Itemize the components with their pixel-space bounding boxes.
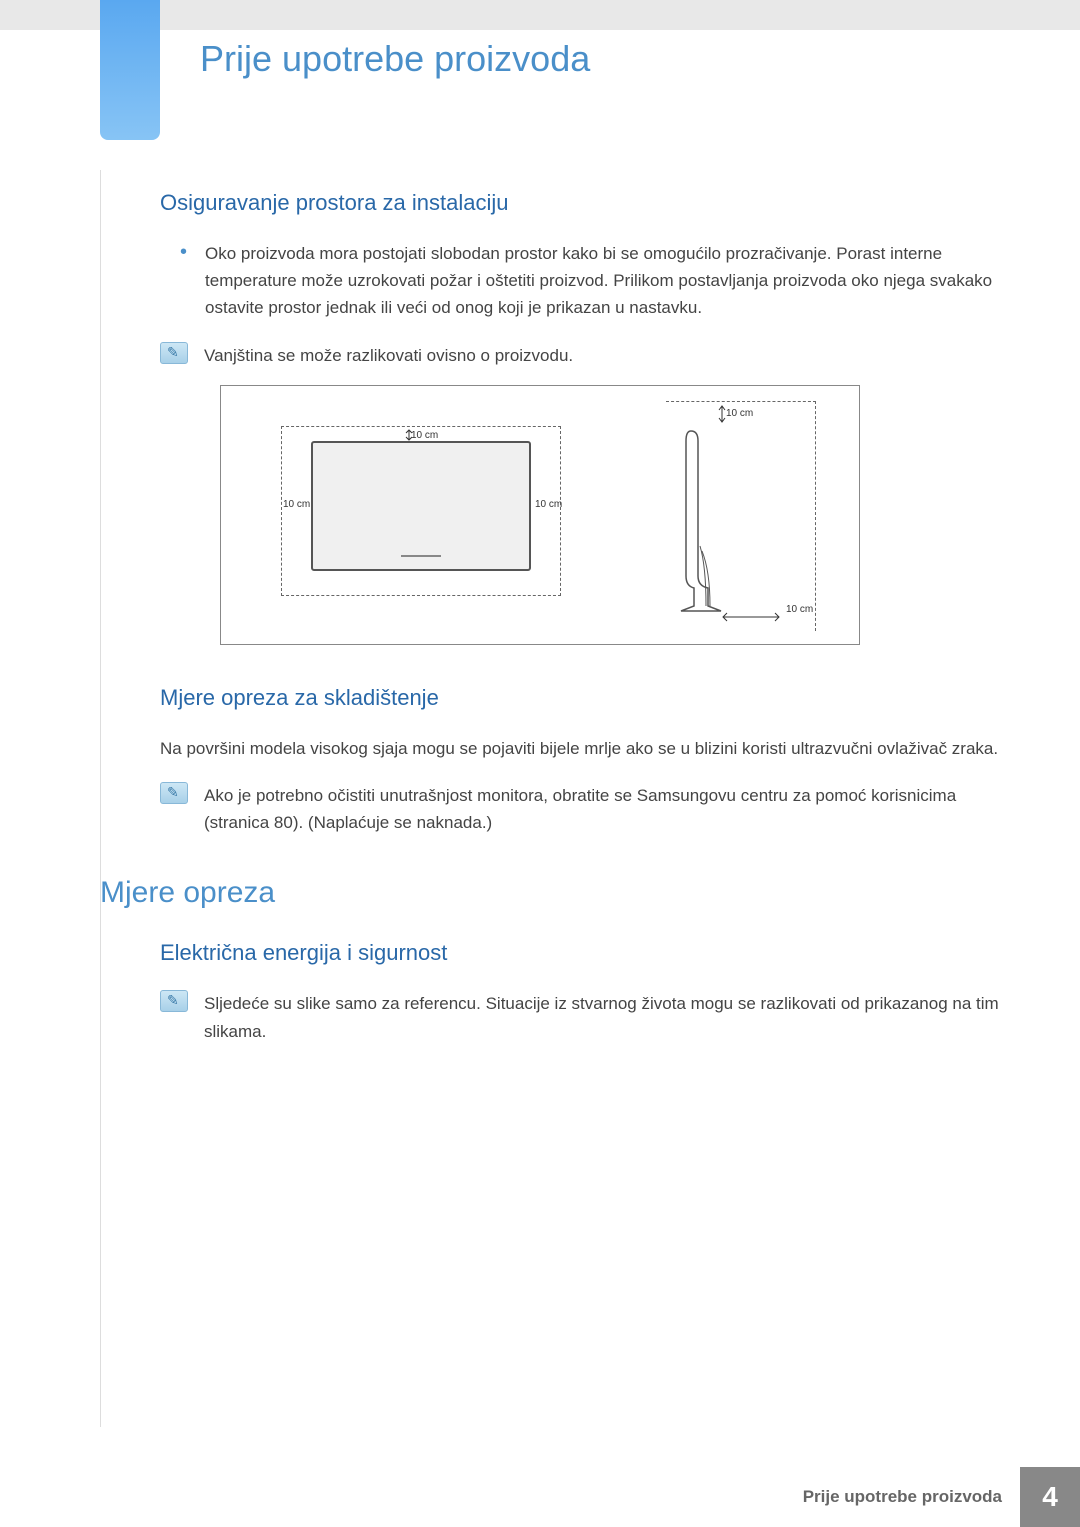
- bullet-dot-icon: •: [180, 240, 187, 322]
- dim-label-top-front: 10 cm: [411, 430, 438, 441]
- dim-arrow-icon: [405, 428, 413, 442]
- bullet-text: Oko proizvoda mora postojati slobodan pr…: [205, 240, 1010, 322]
- dim-label-bottom-side: 10 cm: [786, 604, 813, 615]
- dim-label-top-side: 10 cm: [726, 408, 753, 419]
- note-icon: [160, 782, 188, 804]
- dim-label-right-front: 10 cm: [535, 499, 562, 510]
- content-area: Osiguravanje prostora za instalaciju • O…: [160, 190, 1010, 1061]
- note-row: Vanjština se može razlikovati ovisno o p…: [160, 342, 1010, 369]
- clearance-diagram: 10 cm 10 cm 10 cm 10 cm 10 cm: [220, 385, 860, 645]
- note-text: Sljedeće su slike samo za referencu. Sit…: [204, 990, 1010, 1044]
- header-bar: [0, 0, 1080, 30]
- note-text: Vanjština se može razlikovati ovisno o p…: [204, 342, 573, 369]
- monitor-front-view: [311, 441, 531, 571]
- chapter-tab: [100, 0, 160, 140]
- page-title: Prije upotrebe proizvoda: [200, 38, 590, 80]
- note-row: Sljedeće su slike samo za referencu. Sit…: [160, 990, 1010, 1044]
- note-text: Ako je potrebno očistiti unutrašnjost mo…: [204, 782, 1010, 836]
- section-title-precautions: Mjere opreza: [100, 876, 1010, 910]
- dim-label-left-front: 10 cm: [283, 499, 310, 510]
- left-margin-rule: [100, 170, 101, 1427]
- dim-arrow-icon: [721, 611, 781, 623]
- footer: Prije upotrebe proizvoda 4: [803, 1467, 1080, 1527]
- body-paragraph: Na površini modela visokog sjaja mogu se…: [160, 735, 1010, 762]
- note-icon: [160, 990, 188, 1012]
- subsection-title-electrical: Električna energija i sigurnost: [160, 940, 1010, 966]
- note-icon: [160, 342, 188, 364]
- subsection-title-install: Osiguravanje prostora za instalaciju: [160, 190, 1010, 216]
- subsection-title-storage: Mjere opreza za skladištenje: [160, 685, 1010, 711]
- note-row: Ako je potrebno očistiti unutrašnjost mo…: [160, 782, 1010, 836]
- bullet-item: • Oko proizvoda mora postojati slobodan …: [180, 240, 1010, 322]
- footer-page-number: 4: [1020, 1467, 1080, 1527]
- monitor-side-view: [676, 426, 726, 616]
- dim-arrow-icon: [718, 404, 726, 424]
- footer-chapter-label: Prije upotrebe proizvoda: [803, 1487, 1002, 1507]
